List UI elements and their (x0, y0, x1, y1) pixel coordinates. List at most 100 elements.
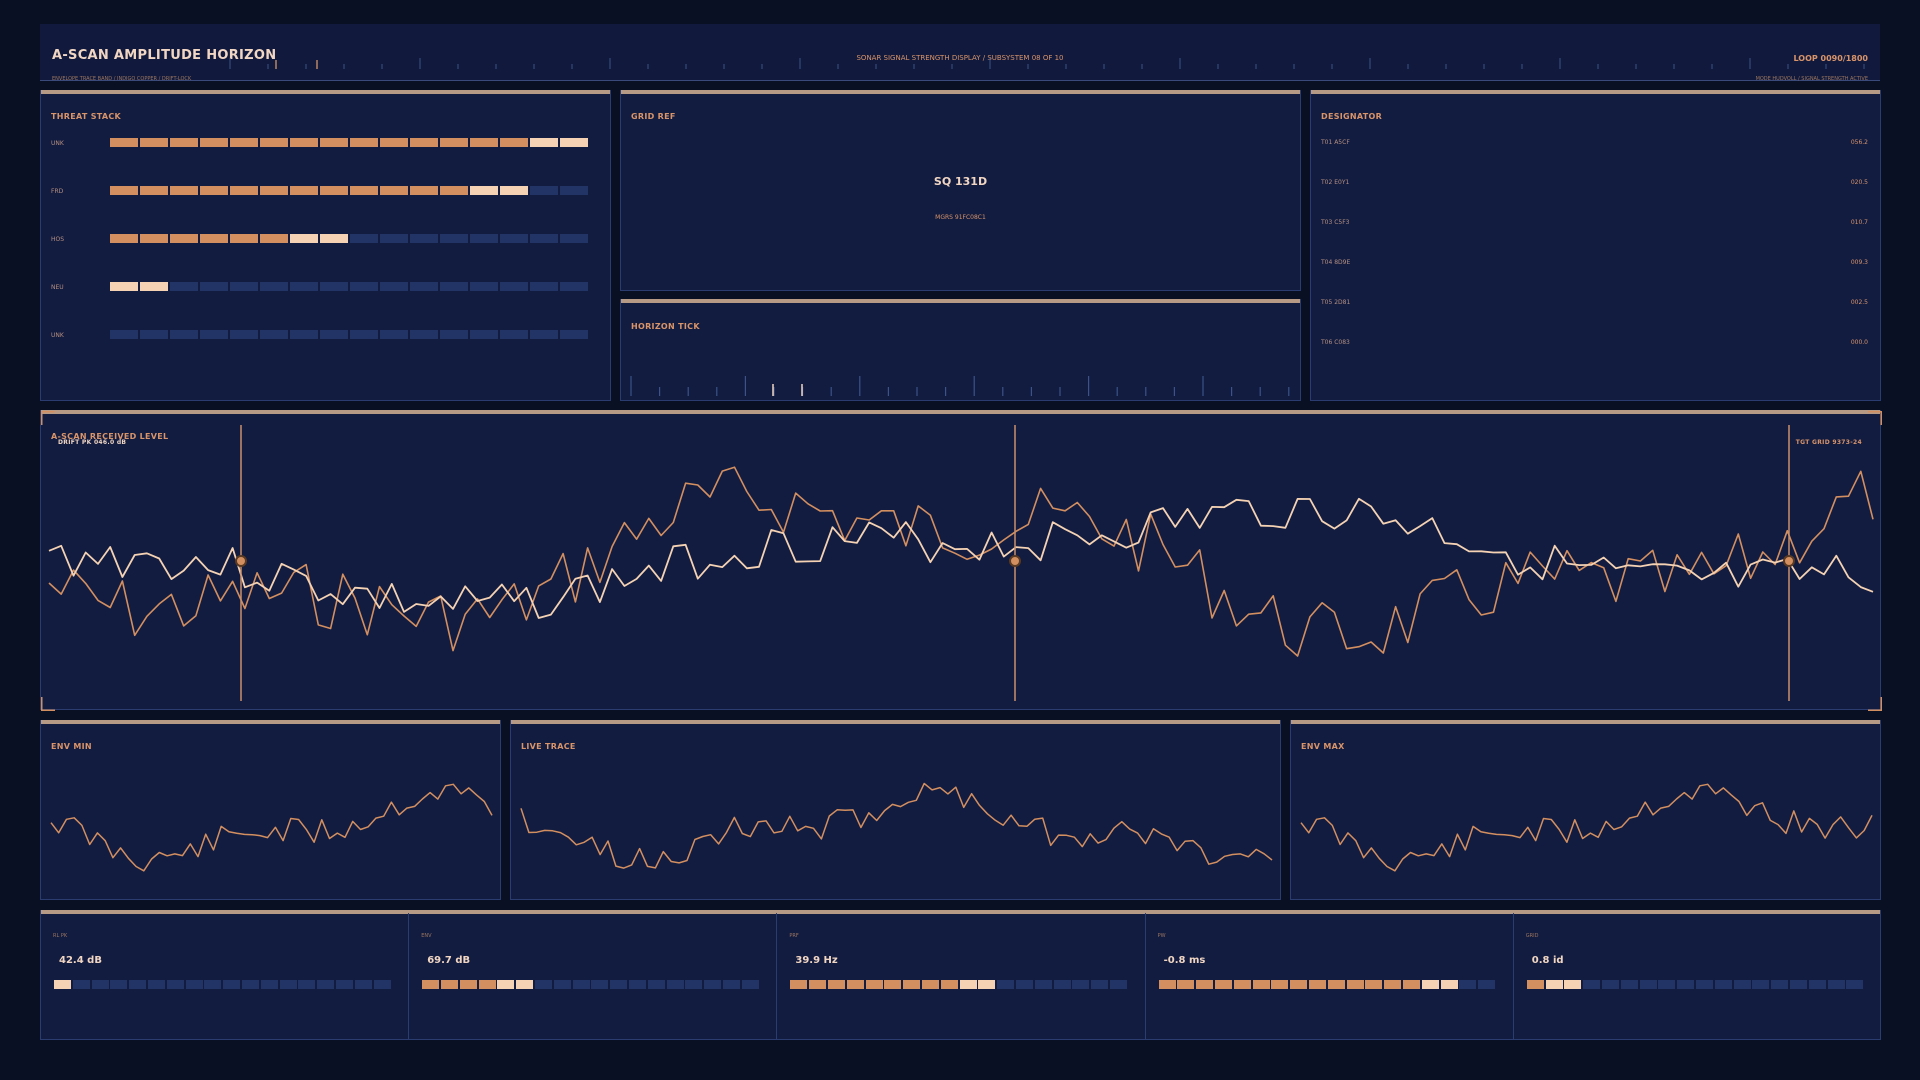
threat-segment (500, 330, 528, 339)
threat-row: NEU (51, 282, 591, 294)
env-max-title: ENV MAX (1301, 742, 1345, 751)
designator-id: T05 2D81 (1321, 299, 1351, 306)
metric-segment (1177, 980, 1195, 989)
metric-segment (884, 980, 902, 989)
metric-segment (722, 980, 740, 989)
threat-segment (290, 234, 318, 243)
threat-segment (200, 234, 228, 243)
threat-segment (230, 186, 258, 195)
metric-segment (317, 980, 335, 989)
metric-cell: PW -0.8 ms (1146, 913, 1514, 1040)
designator-row: T03 C5F3 010.7 (1321, 219, 1868, 229)
metric-cell: PRF 39.9 Hz (777, 913, 1146, 1040)
threat-segment (140, 282, 168, 291)
metric-segment (1290, 980, 1308, 989)
live-trace-panel: LIVE TRACE (510, 720, 1281, 900)
threat-segment (260, 138, 288, 147)
env-max-plot (1300, 783, 1873, 872)
threat-stack-title: THREAT STACK (51, 112, 122, 121)
threat-segment (380, 282, 408, 291)
threat-segment (440, 282, 468, 291)
metric-segment (1639, 980, 1657, 989)
metric-segment (1620, 980, 1638, 989)
metric-segment (1808, 980, 1826, 989)
header-tick-ruler (229, 58, 1865, 69)
threat-segment (500, 282, 528, 291)
corner-bracket (1868, 411, 1882, 425)
threat-segment (560, 138, 588, 147)
metric-segment (1583, 980, 1601, 989)
metric-segment (1327, 980, 1345, 989)
threat-segment (290, 282, 318, 291)
ascan-title: A-SCAN RECEIVED LEVEL (51, 432, 169, 441)
threat-segment (140, 186, 168, 195)
threat-segment (320, 330, 348, 339)
metric-segment (997, 980, 1015, 989)
designator-row: T05 2D81 002.5 (1321, 299, 1868, 309)
metric-segment (1091, 980, 1109, 989)
metric-segment (1526, 980, 1544, 989)
designator-id: T01 A5CF (1321, 139, 1350, 146)
threat-segment (440, 186, 468, 195)
metric-segment (553, 980, 571, 989)
threat-segment (530, 330, 558, 339)
threat-segment (560, 282, 588, 291)
metric-segment (572, 980, 590, 989)
cursor-marker (1009, 555, 1021, 567)
display-title: SONAR SIGNAL STRENGTH DISPLAY / SUBSYSTE… (856, 54, 1064, 62)
metric-segment (534, 980, 552, 989)
threat-segment (530, 138, 558, 147)
metric-segment (1658, 980, 1676, 989)
mini-trace (50, 783, 493, 872)
metric-segment (685, 980, 703, 989)
metric-segment (1478, 980, 1496, 989)
live-trace-plot (520, 782, 1273, 869)
threat-segment (110, 186, 138, 195)
designator-row: T06 C083 000.0 (1321, 339, 1868, 349)
threat-segment (110, 282, 138, 291)
metric-segment (1421, 980, 1439, 989)
threat-segment (440, 138, 468, 147)
env-max-panel: ENV MAX (1290, 720, 1881, 900)
metric-segment (1677, 980, 1695, 989)
target-grid-readout: TGT GRID 9373-24 (1795, 439, 1862, 446)
threat-row-label: NEU (51, 284, 64, 291)
threat-row: UNK (51, 330, 591, 342)
threat-segment (530, 282, 558, 291)
metric-segment (1196, 980, 1214, 989)
designator-value: 000.0 (1850, 339, 1868, 346)
metric-segment (1459, 980, 1477, 989)
metric-segment (809, 980, 827, 989)
threat-segment (140, 138, 168, 147)
metric-label: GRID (1525, 933, 1539, 939)
threat-segment (410, 282, 438, 291)
threat-segment (380, 330, 408, 339)
threat-segment (350, 138, 378, 147)
designator-row: T01 A5CF 056.2 (1321, 139, 1868, 149)
threat-segment (260, 234, 288, 243)
threat-segment (110, 330, 138, 339)
horizon-tick-panel: HORIZON TICK (620, 299, 1301, 401)
metric-segment (1053, 980, 1071, 989)
threat-segment (170, 186, 198, 195)
metric-segment (666, 980, 684, 989)
threat-segment (380, 186, 408, 195)
threat-segment (200, 330, 228, 339)
threat-segment (380, 234, 408, 243)
metric-segment (1271, 980, 1289, 989)
metric-segment (827, 980, 845, 989)
copper-trace (48, 466, 1874, 657)
metric-label: PW (1157, 933, 1166, 939)
metric-segment (921, 980, 939, 989)
designator-value: 010.7 (1850, 219, 1868, 226)
threat-segment (230, 234, 258, 243)
threat-segment (320, 282, 348, 291)
metric-segment (497, 980, 515, 989)
threat-segment (470, 330, 498, 339)
metric-segment (1109, 980, 1127, 989)
threat-segment (140, 330, 168, 339)
metric-segment (129, 980, 147, 989)
metric-segment (260, 980, 278, 989)
metric-segment (903, 980, 921, 989)
metric-segment (298, 980, 316, 989)
